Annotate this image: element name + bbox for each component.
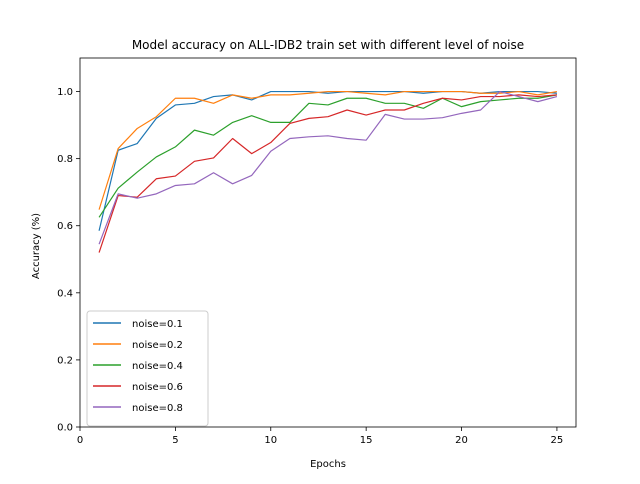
x-axis-label: Epochs [310,459,346,470]
chart-title: Model accuracy on ALL-IDB2 train set wit… [132,38,524,52]
y-axis-label: Accuracy (%) [31,213,42,279]
series-line-4 [98,94,557,253]
legend-label: noise=0.1 [132,319,183,330]
x-tick-label: 25 [551,435,564,446]
legend-label: noise=0.8 [132,403,183,414]
y-tick-label: 1.0 [57,87,73,98]
legend-label: noise=0.6 [132,382,183,393]
series-line-3 [98,94,558,218]
legend-box [86,310,209,427]
series-line-2 [98,90,558,210]
legend-label: noise=0.4 [132,361,183,372]
x-tick-label: 0 [77,435,83,446]
y-tick-label: 0.2 [57,355,73,366]
x-tick-label: 10 [264,435,277,446]
series-line-1 [98,90,557,231]
x-axis: 0 5 10 15 20 25 [77,427,563,446]
y-tick-label: 0.0 [57,423,73,434]
series-line-5 [98,90,558,245]
plot-area [79,57,577,428]
x-tick-label: 20 [455,435,468,446]
x-tick-label: 15 [360,435,373,446]
legend: noise=0.1 noise=0.2 noise=0.4 noise=0.6 nois… [86,310,209,427]
legend-label: noise=0.2 [132,340,183,351]
y-tick-label: 0.8 [57,154,73,165]
y-axis: 0.0 0.2 0.4 0.6 0.8 1.0 [57,87,80,434]
y-tick-label: 0.4 [57,288,73,299]
x-tick-label: 5 [172,435,178,446]
plot-frame [79,57,577,428]
y-tick-label: 0.6 [57,221,73,232]
